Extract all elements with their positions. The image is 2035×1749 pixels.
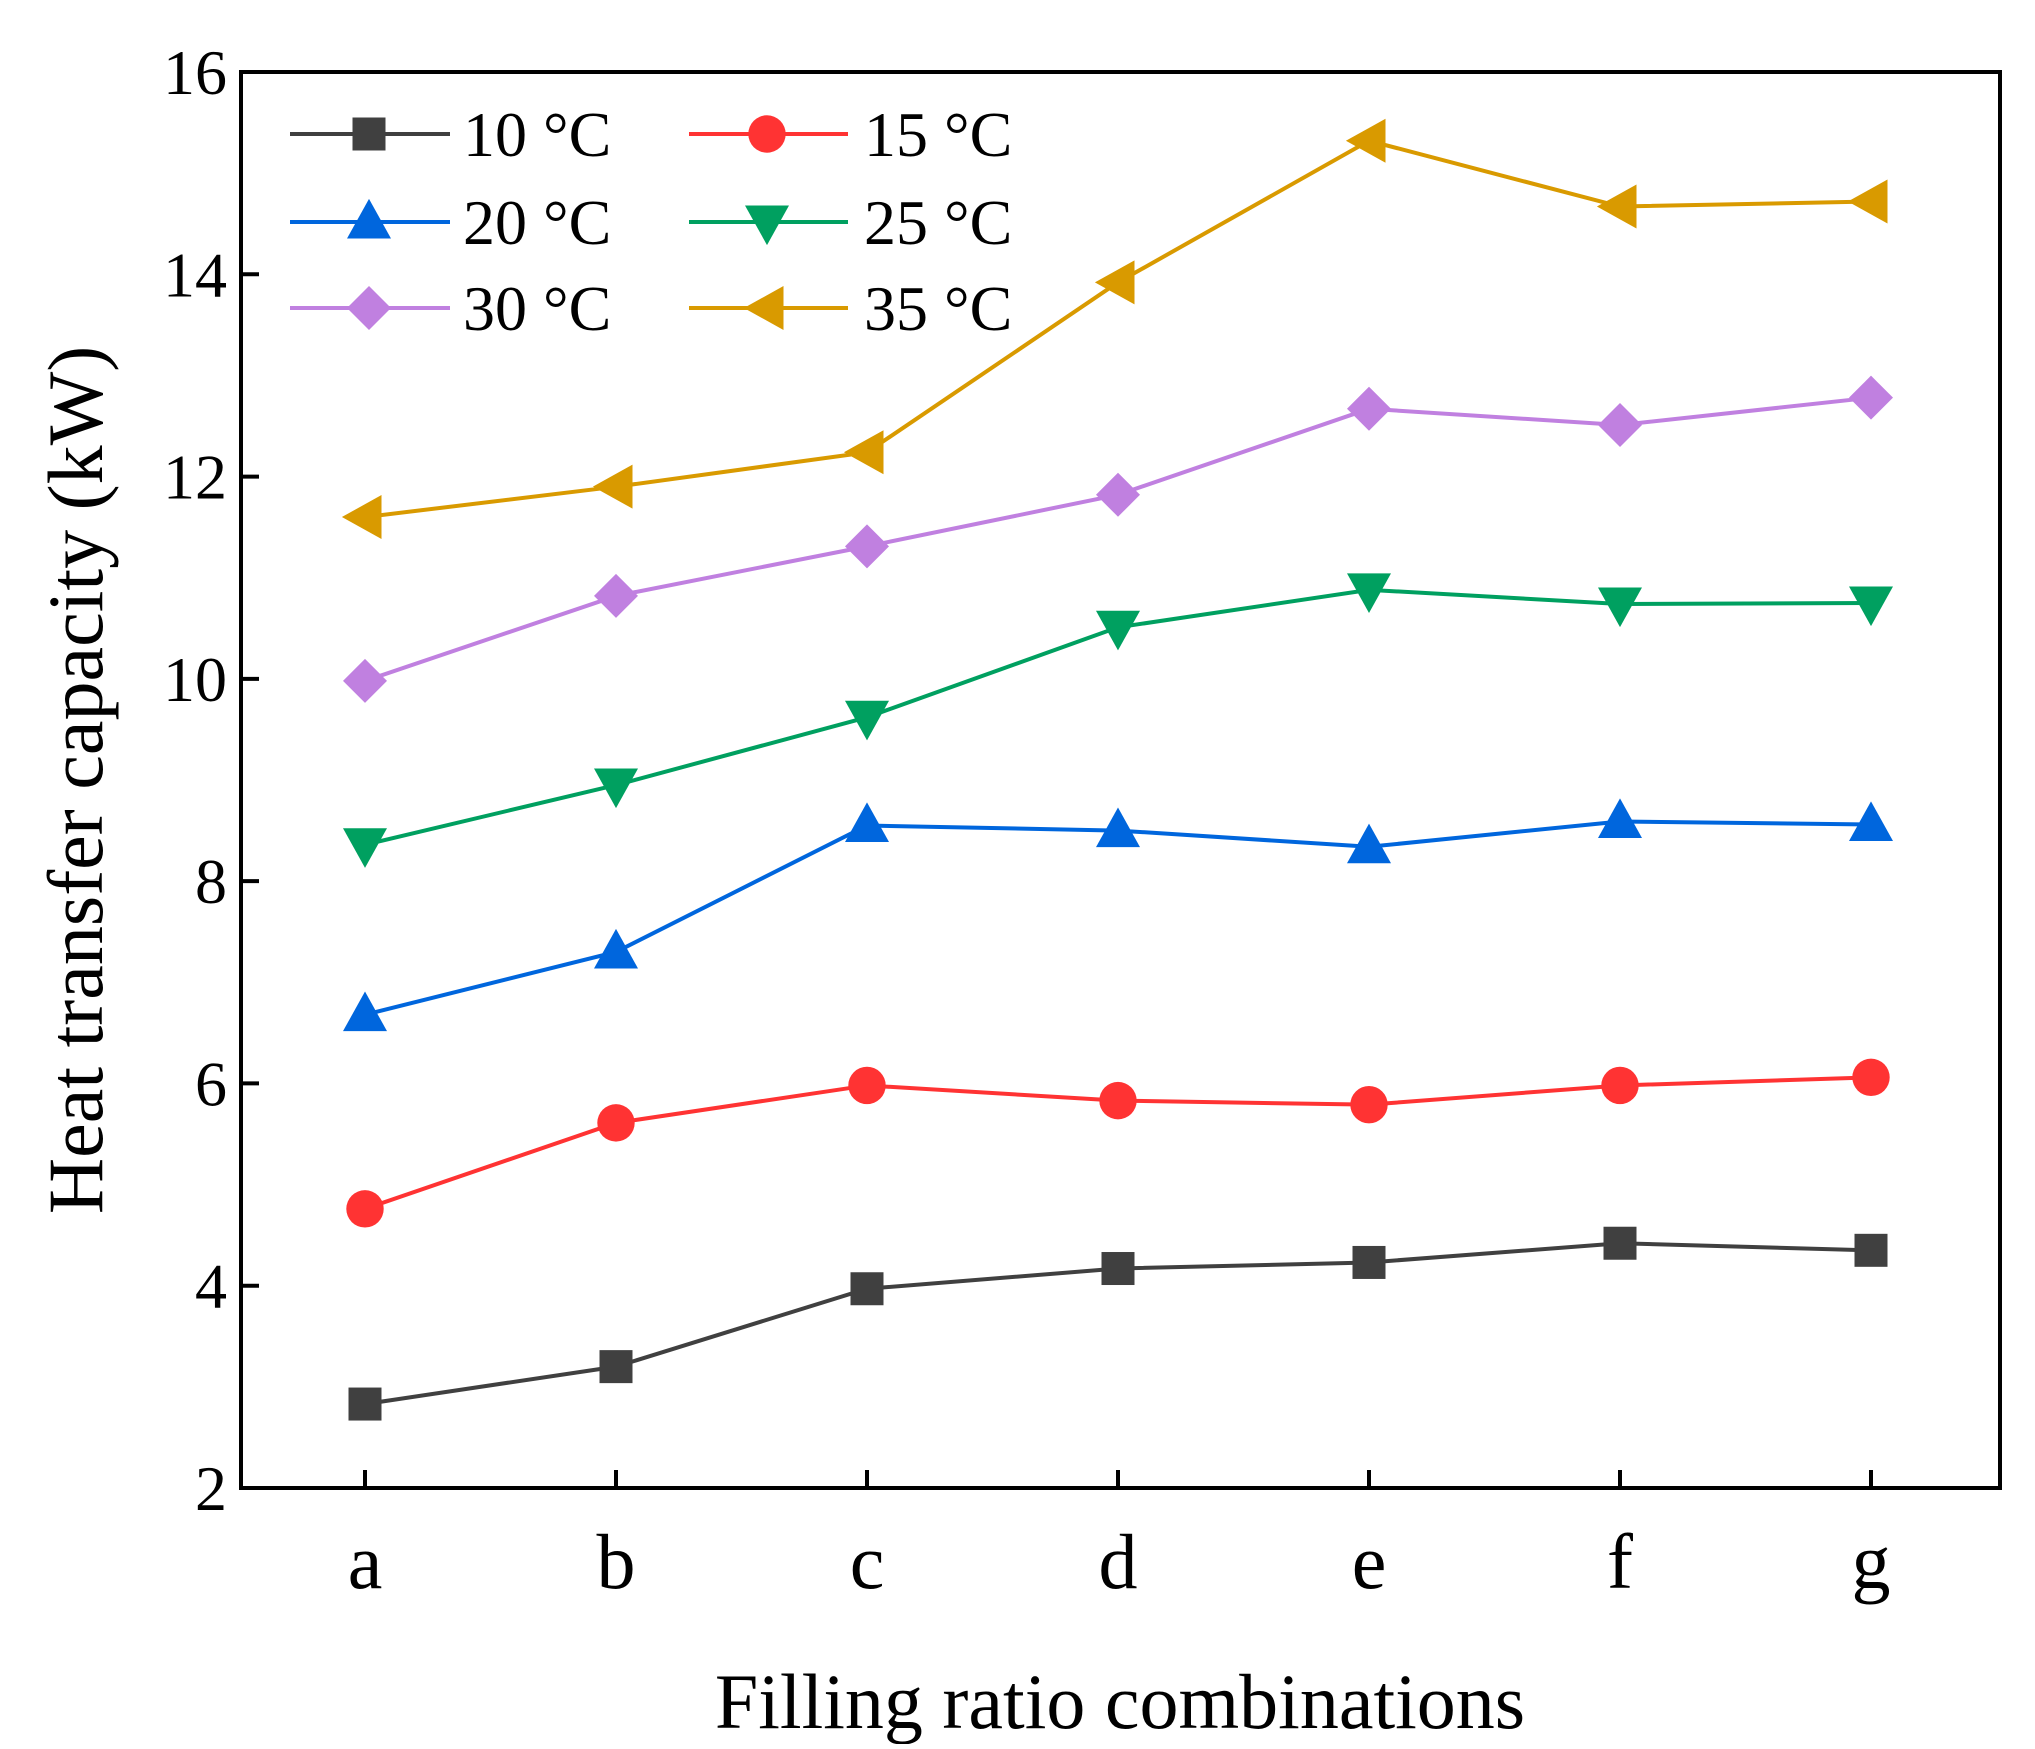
marker-square (599, 1350, 633, 1384)
legend-item: 15 °C (689, 99, 1012, 170)
legend-label: 10 °C (463, 99, 611, 170)
legend-label: 25 °C (864, 187, 1012, 258)
plot-frame (239, 70, 2002, 1490)
marker-triangle-left (1596, 184, 1637, 229)
y-tick-label: 4 (195, 1251, 227, 1322)
marker-circle (748, 115, 786, 153)
marker-diamond (1096, 472, 1140, 517)
marker-triangle-down (745, 205, 789, 246)
marker-circle (1099, 1081, 1137, 1120)
series-35c (341, 118, 1888, 540)
marker-square (1603, 1226, 1637, 1260)
x-tick-label: a (348, 1518, 383, 1605)
marker-square (850, 1272, 884, 1306)
legend-item: 10 °C (290, 99, 611, 170)
y-axis-label: Heat transfer capacity (kW) (32, 346, 119, 1214)
marker-triangle-down (343, 828, 387, 868)
marker-square (1854, 1233, 1888, 1267)
y-tick-label: 8 (195, 846, 227, 917)
legend-item: 25 °C (689, 187, 1012, 258)
x-tick-label: b (597, 1518, 636, 1605)
y-tick-label: 14 (163, 239, 227, 310)
marker-triangle-left (743, 286, 784, 330)
marker-triangle-up (343, 991, 387, 1032)
marker-triangle-up (594, 928, 638, 969)
marker-square (348, 1387, 382, 1421)
marker-triangle-up (1347, 823, 1391, 864)
marker-diamond (1849, 375, 1893, 420)
marker-triangle-left (1094, 260, 1135, 305)
y-tick-label: 6 (195, 1048, 227, 1119)
marker-triangle-left (1345, 118, 1386, 163)
series-15c (346, 1058, 1890, 1228)
marker-diamond (347, 286, 391, 330)
x-tick-label: g (1852, 1518, 1891, 1605)
marker-triangle-up (347, 198, 391, 239)
legend-label: 30 °C (463, 273, 611, 344)
marker-triangle-left (341, 495, 382, 540)
marker-triangle-up (845, 802, 889, 843)
x-tick-label: e (1352, 1518, 1387, 1605)
marker-circle (1852, 1058, 1890, 1097)
y-tick-label: 12 (163, 442, 227, 513)
marker-diamond (1598, 402, 1642, 447)
legend-label: 20 °C (463, 187, 611, 258)
series-line (364, 819, 1872, 1017)
legend-label: 35 °C (864, 273, 1012, 344)
marker-circle (346, 1190, 384, 1228)
y-tick-label: 16 (163, 37, 227, 108)
marker-triangle-down (845, 700, 889, 741)
series-10c (348, 1226, 1888, 1421)
legend-item: 20 °C (290, 187, 611, 258)
marker-triangle-down (1347, 573, 1391, 613)
marker-triangle-down (1849, 586, 1893, 627)
legend-item: 35 °C (689, 273, 1012, 344)
y-tick-label: 2 (195, 1453, 227, 1524)
marker-circle (1350, 1085, 1388, 1124)
x-axis-label: Filling ratio combinations (715, 1658, 1525, 1744)
marker-triangle-left (843, 430, 884, 475)
marker-triangle-up (1598, 798, 1642, 838)
series-25c (343, 573, 1893, 868)
marker-square (352, 117, 386, 151)
x-tick-label: c (850, 1518, 885, 1605)
marker-triangle-down (1598, 587, 1642, 628)
legend-label: 15 °C (864, 99, 1012, 170)
marker-square (1352, 1245, 1386, 1279)
marker-square (1101, 1252, 1135, 1286)
marker-triangle-left (1847, 179, 1888, 224)
series-20c (343, 798, 1893, 1032)
legend-item: 30 °C (290, 273, 611, 344)
marker-circle (597, 1104, 635, 1142)
legend: 10 °C 15 °C 20 °C 25 °C 30 °C 35 °C (290, 99, 1012, 344)
marker-circle (1601, 1066, 1639, 1105)
marker-triangle-down (594, 768, 638, 809)
marker-triangle-up (1849, 801, 1893, 842)
marker-triangle-up (1096, 807, 1140, 848)
marker-circle (848, 1066, 886, 1105)
marker-triangle-left (592, 464, 633, 509)
marker-diamond (343, 658, 387, 703)
marker-triangle-down (1096, 610, 1140, 651)
marker-diamond (1347, 386, 1391, 431)
y-tick-label: 10 (163, 644, 227, 715)
series-30c (343, 375, 1893, 703)
x-tick-label: d (1099, 1518, 1138, 1605)
marker-diamond (594, 573, 638, 618)
x-tick-label: f (1607, 1518, 1633, 1605)
marker-diamond (845, 524, 889, 569)
